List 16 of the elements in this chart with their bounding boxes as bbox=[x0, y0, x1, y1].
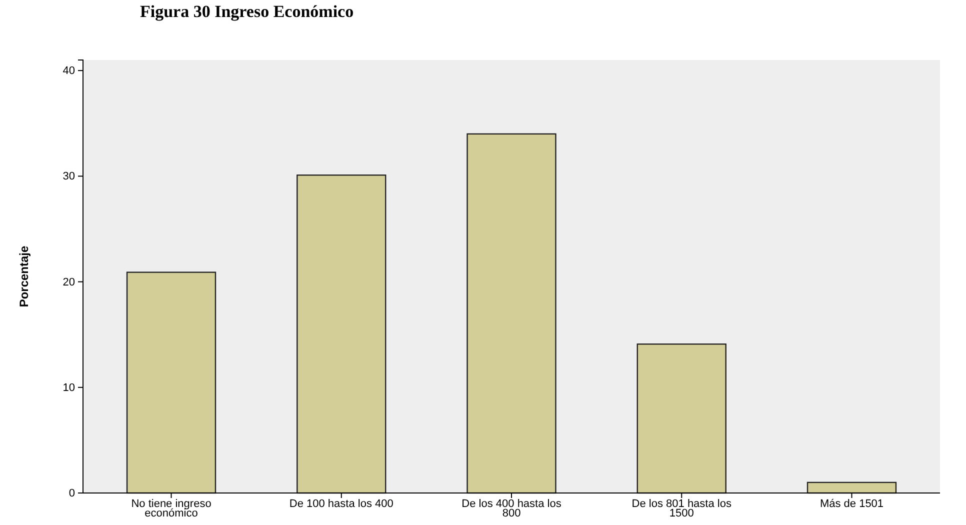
y-tick-label: 20 bbox=[62, 276, 75, 288]
y-tick-label: 0 bbox=[68, 488, 75, 500]
bar bbox=[126, 272, 216, 494]
y-axis-title: Porcentaje bbox=[17, 245, 31, 308]
bar bbox=[466, 133, 556, 494]
x-tick-label: Más de 1501 bbox=[820, 498, 884, 510]
x-tick-label: No tiene ingreso económico bbox=[131, 498, 212, 520]
y-tick-label: 10 bbox=[62, 382, 75, 394]
y-tick-label: 30 bbox=[62, 170, 75, 183]
x-tick-label: De los 400 hasta los 800 bbox=[462, 498, 562, 520]
x-tick-label: De 100 hasta los 400 bbox=[289, 498, 394, 510]
y-tick-label: 40 bbox=[62, 65, 75, 78]
chart-title: Figura 30 Ingreso Económico bbox=[140, 2, 354, 21]
bar bbox=[296, 174, 386, 494]
x-tick-label: De los 801 hasta los 1500 bbox=[632, 498, 732, 520]
bar bbox=[636, 343, 726, 494]
